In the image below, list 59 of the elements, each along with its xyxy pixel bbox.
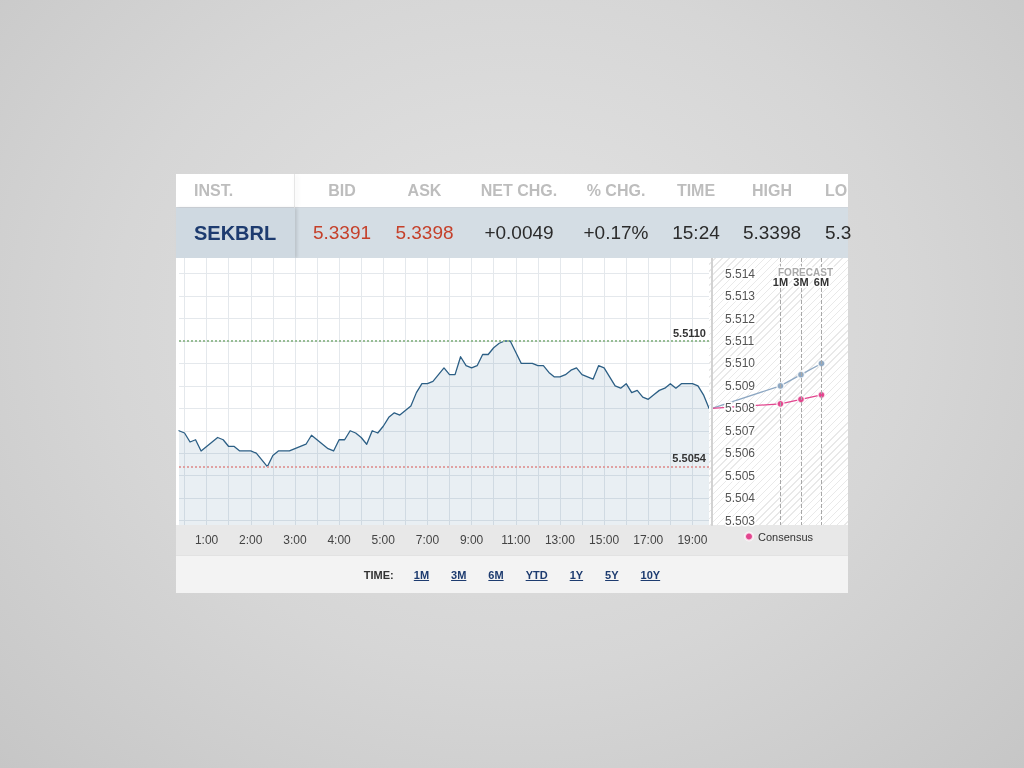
y-tick-label: 5.503 <box>725 513 756 528</box>
text: 5.3398 <box>395 222 454 244</box>
category-label: HIGH <box>752 181 792 200</box>
x-tick-label: 7:00 <box>415 533 440 547</box>
category-label: LO <box>825 181 848 200</box>
text: 5.3391 <box>312 222 372 244</box>
y-tick-label: 5.510 <box>725 356 756 371</box>
ref-line-label: 5.5054 <box>672 452 707 465</box>
text: 5.3 <box>825 222 852 244</box>
x-tick-label: 1M <box>772 275 789 288</box>
x-tick-label: 13:00 <box>544 533 576 547</box>
x-tick-label: 3:00 <box>283 533 307 547</box>
text: SEKBRL <box>194 221 277 245</box>
text: 5.3398 <box>742 222 802 244</box>
x-tick-label: 3M <box>793 275 809 288</box>
y-tick-label: 5.512 <box>725 311 756 326</box>
text: TIME: <box>363 568 394 581</box>
text: 15:24 <box>672 222 720 244</box>
x-tick-label: 15:00 <box>589 533 620 547</box>
y-tick-label: 5.513 <box>725 289 756 304</box>
point <box>796 395 806 404</box>
text: YTD <box>525 568 548 581</box>
x-tick-label: 9:00 <box>459 533 484 547</box>
text: +0.17% <box>583 222 649 244</box>
text: 10Y <box>640 568 661 581</box>
category-label: ASK <box>407 181 442 200</box>
text: 6M <box>488 568 504 581</box>
point <box>776 381 785 391</box>
category-label: BID <box>328 181 356 200</box>
ref-line-label: 5.5110 <box>672 326 706 339</box>
x-tick-label: 6M <box>813 275 830 288</box>
text: 3M <box>451 568 467 581</box>
text: +0.0049 <box>484 222 554 244</box>
text: 5Y <box>605 568 619 581</box>
y-tick-label: 5.505 <box>725 468 756 483</box>
y-tick-label: 5.506 <box>725 446 756 461</box>
y-tick-label: 5.507 <box>725 423 756 438</box>
x-tick-label: 4:00 <box>327 533 352 547</box>
category-label: INST. <box>194 181 234 200</box>
legend-label: Consensus <box>757 530 814 543</box>
text: FORECAST <box>778 266 833 278</box>
y-tick-label: 5.514 <box>725 266 756 281</box>
category-label: TIME <box>676 181 716 200</box>
x-tick-label: 1:00 <box>194 533 219 547</box>
text: 1Y <box>569 568 584 581</box>
point <box>817 390 826 400</box>
x-tick-label: 19:00 <box>677 533 708 547</box>
x-tick-label: 2:00 <box>239 533 263 547</box>
point <box>796 370 806 379</box>
y-tick-label: 5.504 <box>725 491 756 506</box>
x-tick-label: 5:00 <box>371 533 396 547</box>
point <box>776 399 785 409</box>
category-label: NET CHG. <box>480 181 558 200</box>
y-tick-label: 5.511 <box>725 334 755 349</box>
category-label: % CHG. <box>586 181 646 200</box>
x-tick-label: 17:00 <box>633 533 664 547</box>
y-tick-label: 5.509 <box>725 378 756 393</box>
x-tick-label: 11:00 <box>501 533 531 547</box>
text: 1M <box>413 568 430 581</box>
